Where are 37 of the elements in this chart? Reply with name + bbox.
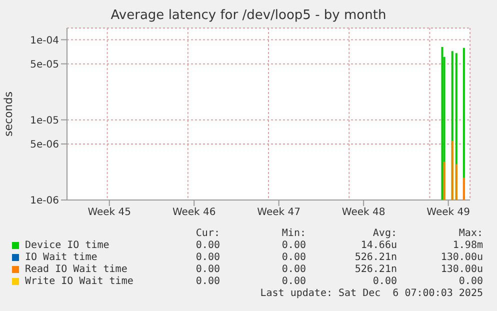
text: 0.00 bbox=[194, 240, 220, 251]
x-tick-label: Week 47 bbox=[257, 207, 300, 218]
text: 0.00 bbox=[194, 252, 220, 263]
y-tick-label: 5e-06 bbox=[30, 140, 59, 151]
x-tick-label: Week 45 bbox=[88, 207, 132, 218]
text: Max: bbox=[458, 228, 483, 239]
text: 526.21n bbox=[354, 252, 397, 263]
chart-title: Average latency for /dev/loop5 - by month bbox=[110, 8, 388, 23]
text: 0.00 bbox=[280, 252, 306, 263]
text: Cur: bbox=[194, 228, 220, 239]
text: 0.00 bbox=[280, 264, 306, 275]
text: 526.21n bbox=[354, 264, 397, 275]
y-tick-label: 5e-05 bbox=[30, 59, 59, 70]
text: Last update: Sat Dec 6 07:00:03 2025 bbox=[259, 288, 483, 299]
text: 130.00u bbox=[440, 252, 483, 263]
x-tick-label: Week 48 bbox=[342, 207, 386, 218]
text: 0.00 bbox=[458, 276, 483, 287]
text: 0.00 bbox=[280, 276, 306, 287]
text: 0.00 bbox=[372, 276, 397, 287]
y-tick-label: 1e-05 bbox=[30, 115, 59, 126]
y-axis-title: seconds bbox=[2, 91, 15, 136]
text: 0.00 bbox=[280, 240, 306, 251]
legend-label: IO Wait time bbox=[25, 252, 98, 263]
text: Avg: bbox=[372, 228, 397, 239]
text: 14.66u bbox=[360, 240, 397, 251]
text: 0.00 bbox=[194, 276, 220, 287]
y-tick-label: 1e-04 bbox=[30, 35, 59, 46]
legend-label: Device IO time bbox=[25, 240, 110, 251]
text: Min: bbox=[280, 228, 306, 239]
text: 1.98m bbox=[452, 240, 483, 251]
y-tick-label: 1e-06 bbox=[30, 196, 59, 207]
legend-label: Read IO Wait time bbox=[25, 264, 128, 275]
text: 130.00u bbox=[440, 264, 483, 275]
text: 0.00 bbox=[194, 264, 220, 275]
x-tick-label: Week 49 bbox=[426, 207, 470, 218]
legend-label: Write IO Wait time bbox=[25, 276, 134, 287]
x-tick-label: Week 46 bbox=[172, 207, 216, 218]
